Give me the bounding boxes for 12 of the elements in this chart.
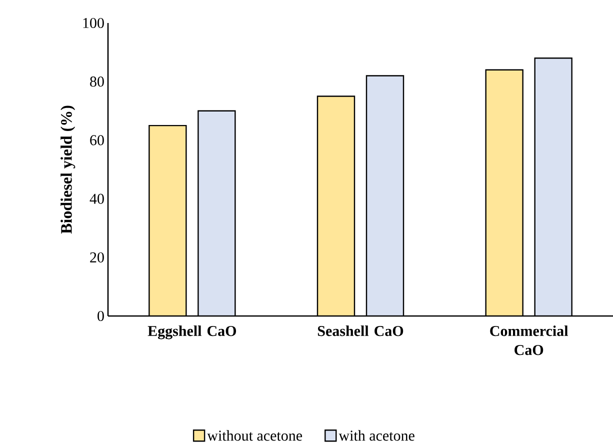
y-tick-label: 40 <box>90 194 104 204</box>
y-tick-label: 60 <box>90 135 104 146</box>
x-tick-label: Seashell CaO <box>318 326 404 336</box>
x-tick-label: Commercial CaO <box>490 326 568 356</box>
legend-label: with acetone <box>338 430 414 441</box>
y-tick-label: 100 <box>83 18 104 28</box>
legend-label: without acetone <box>207 430 302 441</box>
y-tick-label: 20 <box>90 252 104 262</box>
y-axis-title: Biodiesel yield (%) <box>60 106 76 234</box>
y-tick-label: 80 <box>90 76 104 87</box>
y-tick-label: 0 <box>98 310 104 322</box>
x-tick-label: Eggshell CaO <box>148 326 236 340</box>
